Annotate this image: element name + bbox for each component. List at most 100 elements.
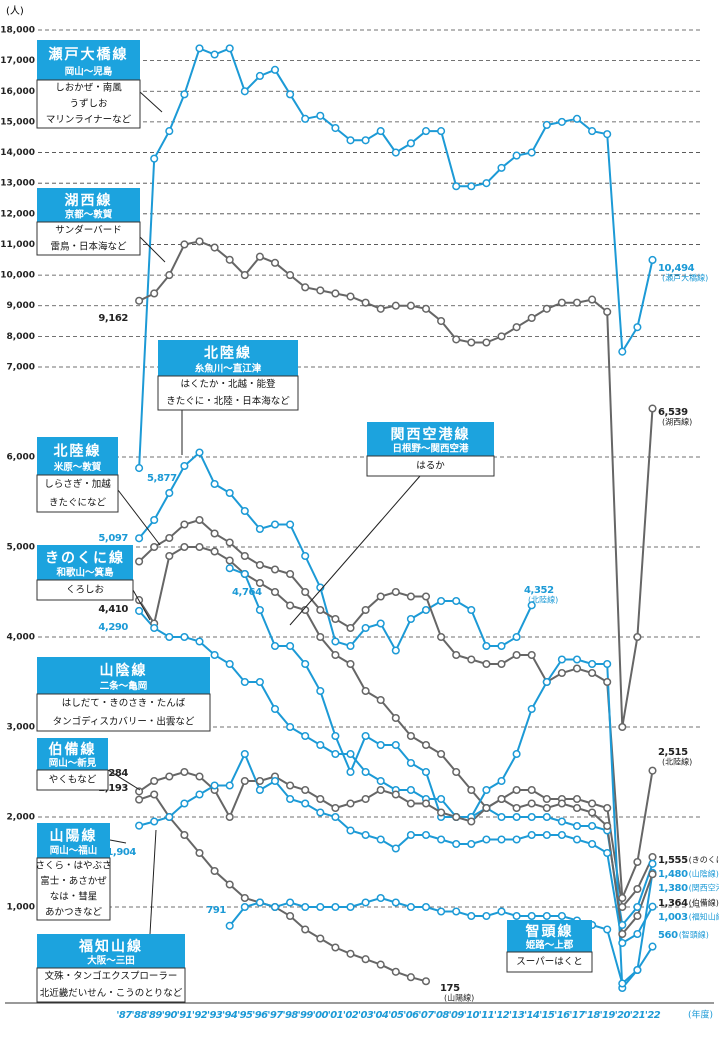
point [286,601,295,610]
point [527,601,536,610]
point [316,934,325,943]
point [180,632,189,642]
point [467,182,476,191]
point [633,323,642,332]
value-label: 175 [440,983,460,994]
point [286,569,295,579]
point [437,316,446,326]
point [331,731,340,741]
point [406,902,415,912]
x-tick-label: '97 [267,1010,283,1021]
point [331,803,340,813]
point [421,740,431,750]
series-trains: マリンライナーなど [46,115,132,126]
point [165,271,174,280]
point [165,812,174,822]
point [603,925,612,934]
series-section: 米原～敦賀 [53,461,102,473]
point [150,776,159,786]
point [210,650,219,660]
point [467,839,476,849]
series-note: (山陽線) [444,993,474,1003]
point [225,255,234,264]
value-label: 9,162 [98,313,128,324]
x-tick-label: '03 [358,1010,374,1021]
point [240,569,249,579]
point [497,835,506,844]
series-trains: うずしお [69,99,108,110]
point [331,614,340,624]
y-tick-label: 14,000 [0,148,35,158]
series-note: (瀬戸大橋線) [662,273,708,283]
x-tick-label: '01 [328,1010,343,1021]
x-tick-label: '00 [313,1010,329,1021]
series-section: 大阪～三田 [87,955,135,967]
point [482,911,491,921]
series-name: 智頭線 [525,923,574,940]
label-box-body [36,769,109,791]
label-box-body [506,951,593,973]
point [346,292,355,301]
point [572,114,582,123]
series-note: (福知山線) [689,912,719,922]
point [361,767,370,777]
point [482,803,491,813]
series-section: 岡山～福山 [50,845,98,857]
point [240,749,249,759]
point [316,632,325,642]
series-trains: はくたか・北越・能登 [180,378,276,390]
label-box-body [36,693,211,732]
point [376,619,385,628]
value-label: 6,539 [658,407,688,418]
point [240,902,249,912]
value-label: 4,290 [98,622,128,633]
y-tick-label: 17,000 [0,56,35,66]
label-box-body [36,967,186,1003]
value-label: 1,380 [658,883,688,894]
point [286,911,295,921]
series-trains: くろしお [66,585,105,596]
value-label: 5,877 [147,473,177,484]
point [195,515,204,525]
point [286,898,295,907]
point [210,529,219,538]
point [437,749,446,759]
point [603,130,612,139]
point [270,565,280,574]
value-label: 791 [206,905,226,916]
label-box-body [36,474,119,513]
point [195,790,204,799]
point [482,835,491,844]
point [406,592,415,601]
series-section: 和歌山～箕島 [55,567,114,579]
point [135,795,144,804]
point [346,749,355,759]
leader-line [109,839,127,844]
series-note: (伯備線) [689,898,719,908]
value-label: 5,097 [98,533,128,544]
point [437,127,446,136]
series-name: 福知山線 [78,938,143,955]
series-name: 瀬戸大橋線 [49,46,129,63]
point [240,506,249,516]
x-tick-label: '11 [479,1010,494,1021]
point [270,587,280,597]
point [406,799,415,808]
point [557,817,566,826]
point [270,520,280,529]
series-note: (智頭線) [679,930,709,940]
series-trains: スーパーはくと [516,957,582,968]
point [421,799,431,808]
point [452,650,461,660]
series-section: 岡山～児島 [65,66,113,78]
point [240,551,249,561]
point [482,641,491,651]
point [572,821,582,831]
series-name: 伯備線 [49,741,97,758]
point [225,781,234,790]
point [452,907,461,916]
point [240,271,249,280]
point [286,781,295,790]
point [316,111,325,120]
point [286,794,295,804]
